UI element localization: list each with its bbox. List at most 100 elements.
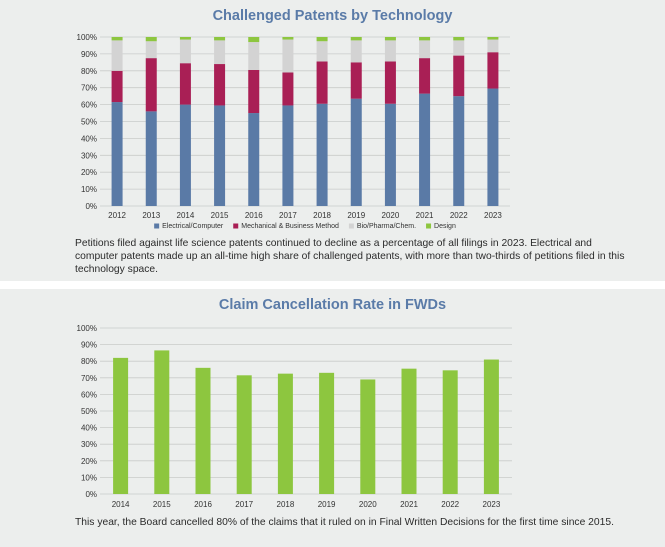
tech-bar-2023-series-2 (487, 39, 499, 53)
cancel-x-tick-label: 2020 (359, 500, 377, 509)
tech-x-tick-label: 2023 (484, 211, 502, 220)
tech-bar-2021-series-1 (419, 58, 431, 94)
cancel-y-tick-label: 90% (81, 341, 97, 350)
cancel-x-tick-label: 2016 (194, 500, 212, 509)
cancellation-chart-panel: Claim Cancellation Rate in FWDs 0% 10% 20%… (0, 289, 665, 547)
cancel-y-tick-label: 10% (81, 473, 97, 482)
tech-bar-2012-series-1 (111, 70, 123, 103)
tech-bar-2019-series-3 (350, 37, 362, 41)
tech-x-tick-label: 2022 (450, 211, 468, 220)
cancel-x-tick-label: 2015 (153, 500, 171, 509)
tech-bar-2018-series-1 (316, 61, 328, 104)
tech-bar-2022-series-3 (453, 37, 465, 41)
cancel-x-tick-label: 2017 (235, 500, 253, 509)
tech-bar-2020-series-0 (384, 103, 396, 206)
tech-bar-2013-series-1 (145, 58, 157, 112)
cancel-y-tick-label: 100% (77, 324, 97, 333)
cancel-bar-2015 (154, 350, 170, 494)
tech-bar-2013-series-0 (145, 111, 157, 206)
legend-swatch-2 (348, 223, 354, 229)
cancellation-chart-title: Claim Cancellation Rate in FWDs (218, 297, 447, 313)
cancel-y-tick-label: 30% (81, 440, 97, 449)
tech-bar-2023-series-3 (487, 37, 499, 40)
tech-y-tick-label: 10% (81, 185, 97, 194)
tech-bar-2016-series-3 (248, 37, 260, 43)
tech-bar-2019-series-2 (350, 40, 362, 63)
cancel-bar-2023 (483, 359, 499, 494)
tech-y-tick-label: 0% (85, 202, 97, 211)
cancel-bar-2022 (442, 370, 458, 494)
cancel-bar-2020 (360, 379, 376, 494)
tech-bar-2022-series-1 (453, 55, 465, 97)
tech-bar-2017-series-1 (282, 72, 294, 106)
tech-bar-2019-series-0 (350, 98, 362, 206)
cancel-bar-2019 (319, 372, 335, 494)
cancel-y-tick-label: 70% (81, 374, 97, 383)
cancel-bar-2018 (277, 373, 293, 494)
tech-bar-2014-series-3 (179, 37, 191, 40)
cancel-bar-2021 (401, 368, 417, 494)
cancel-bar-2014 (113, 357, 129, 494)
cancellation-bar-chart: 0% 10% 20% 30% 40% 50% 60% 70% 80% 90% 100% 2014 201… (77, 324, 512, 509)
tech-bar-2018-series-2 (316, 41, 328, 62)
cancel-y-tick-label: 0% (85, 490, 97, 499)
cancel-x-tick-label: 2022 (441, 500, 459, 509)
legend-swatch-3 (426, 223, 432, 229)
tech-bar-2021-series-3 (419, 37, 431, 41)
tech-bar-2021-series-2 (419, 40, 431, 59)
tech-bar-2012-series-3 (111, 37, 123, 41)
tech-bar-2015-series-2 (214, 40, 226, 65)
legend-label-2: Bio/Pharma/Chem. (357, 223, 416, 230)
tech-x-tick-label: 2012 (108, 211, 126, 220)
tech-y-tick-label: 70% (81, 84, 97, 93)
tech-y-tick-label: 60% (81, 101, 97, 110)
tech-y-tick-label: 100% (77, 33, 97, 42)
tech-bar-2012-series-2 (111, 40, 123, 71)
tech-bar-2016-series-2 (248, 42, 260, 70)
tech-y-tick-label: 20% (81, 168, 97, 177)
tech-bar-2014-series-2 (179, 39, 191, 64)
legend-label-3: Design (434, 223, 456, 230)
tech-bar-2014-series-1 (179, 63, 191, 105)
tech-bar-2013-series-2 (145, 41, 157, 59)
technology-stacked-bar-chart: 0% 10% 20% 30% 40% 50% 60% 70% 80% 90% 100% 2012 201… (77, 33, 510, 230)
tech-x-tick-label: 2013 (142, 211, 160, 220)
tech-y-tick-label: 50% (81, 118, 97, 127)
tech-bar-2019-series-1 (350, 62, 362, 99)
tech-bar-2016-series-0 (248, 113, 260, 206)
tech-bar-2023-series-0 (487, 88, 499, 206)
tech-bar-2015-series-1 (214, 64, 226, 106)
tech-bar-2018-series-3 (316, 37, 328, 42)
tech-bar-2022-series-2 (453, 40, 465, 56)
tech-bar-2017-series-3 (282, 37, 294, 40)
tech-bar-2017-series-0 (282, 105, 294, 206)
tech-bar-2021-series-0 (419, 93, 431, 206)
cancel-x-tick-label: 2014 (112, 500, 130, 509)
tech-y-tick-label: 40% (81, 134, 97, 143)
technology-chart-title: Challenged Patents by Technology (212, 8, 453, 24)
tech-bar-2016-series-1 (248, 69, 260, 114)
legend-swatch-0 (154, 223, 160, 229)
cancel-y-tick-label: 60% (81, 390, 97, 399)
tech-x-tick-label: 2021 (416, 211, 434, 220)
cancel-bar-2017 (236, 375, 252, 494)
tech-x-tick-label: 2015 (211, 211, 229, 220)
cancel-x-tick-label: 2021 (400, 500, 418, 509)
tech-x-tick-label: 2019 (347, 211, 365, 220)
technology-chart-panel: Challenged Patents by Technology 0% 10% 20… (0, 0, 665, 281)
tech-x-tick-label: 2020 (382, 211, 400, 220)
cancellation-chart-caption: This year, the Board cancelled 80% of th… (75, 517, 614, 528)
cancel-y-tick-label: 40% (81, 424, 97, 433)
tech-y-tick-label: 90% (81, 50, 97, 59)
cancel-y-tick-label: 50% (81, 407, 97, 416)
cancel-y-tick-label: 80% (81, 357, 97, 366)
tech-y-tick-label: 80% (81, 67, 97, 76)
tech-bar-2014-series-0 (179, 104, 191, 206)
tech-x-tick-label: 2016 (245, 211, 263, 220)
tech-x-tick-label: 2018 (313, 211, 331, 220)
tech-bar-2023-series-1 (487, 52, 499, 89)
tech-bar-2022-series-0 (453, 96, 465, 206)
cancel-x-tick-label: 2018 (277, 500, 295, 509)
legend-label-0: Electrical/Computer (162, 223, 224, 230)
cancel-x-tick-label: 2023 (483, 500, 501, 509)
